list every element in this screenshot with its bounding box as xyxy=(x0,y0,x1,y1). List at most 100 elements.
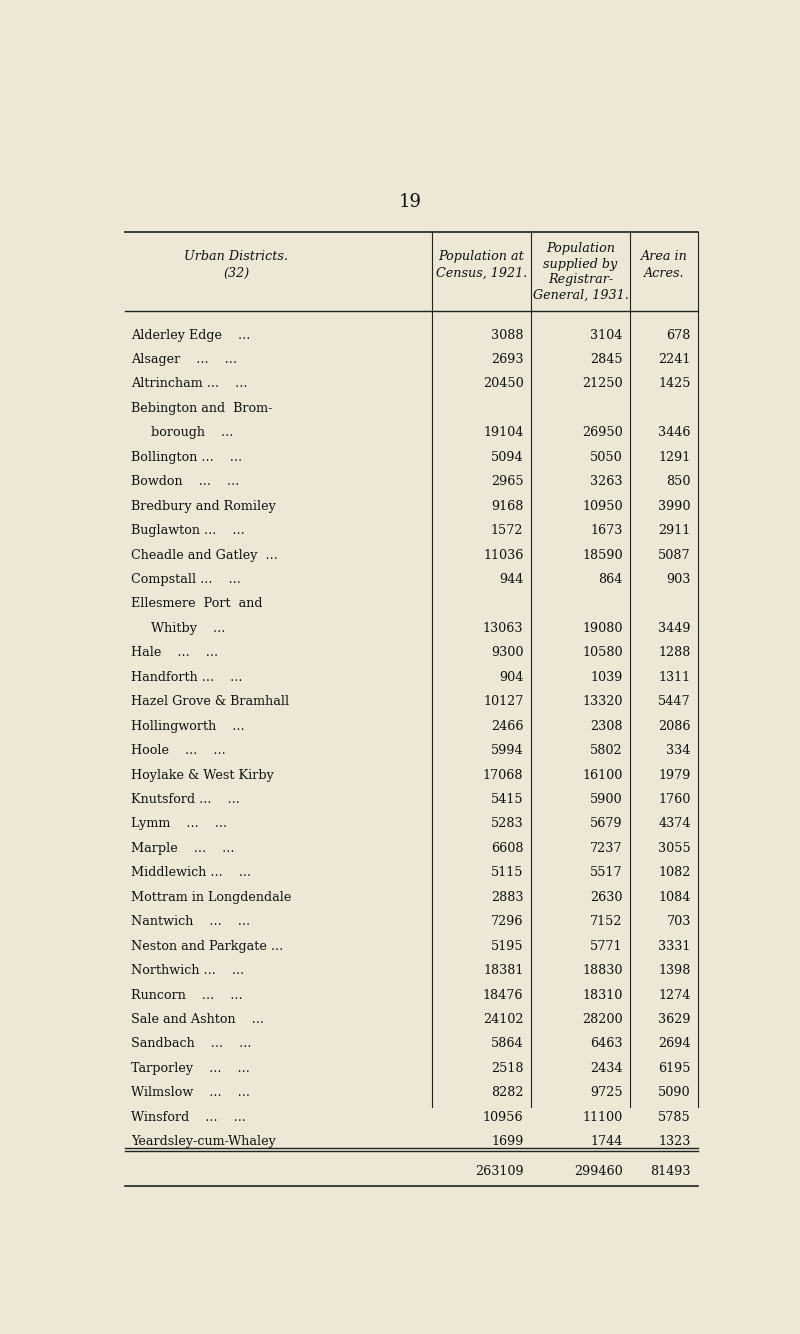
Text: 1425: 1425 xyxy=(658,378,691,391)
Text: Runcorn    ...    ...: Runcorn ... ... xyxy=(131,988,242,1002)
Text: 263109: 263109 xyxy=(475,1165,523,1178)
Text: 3331: 3331 xyxy=(658,939,691,952)
Text: 5679: 5679 xyxy=(590,818,622,831)
Text: 7152: 7152 xyxy=(590,915,622,928)
Text: Acres.: Acres. xyxy=(644,267,685,280)
Text: Hoole    ...    ...: Hoole ... ... xyxy=(131,744,226,758)
Text: 2086: 2086 xyxy=(658,719,691,732)
Text: 5283: 5283 xyxy=(491,818,523,831)
Text: 10956: 10956 xyxy=(483,1111,523,1123)
Text: 334: 334 xyxy=(666,744,691,758)
Text: Bowdon    ...    ...: Bowdon ... ... xyxy=(131,475,239,488)
Text: 1572: 1572 xyxy=(491,524,523,538)
Text: Hoylake & West Kirby: Hoylake & West Kirby xyxy=(131,768,274,782)
Text: 19080: 19080 xyxy=(582,622,622,635)
Text: 5094: 5094 xyxy=(491,451,523,464)
Text: Handforth ...    ...: Handforth ... ... xyxy=(131,671,242,684)
Text: 3629: 3629 xyxy=(658,1013,691,1026)
Text: 3088: 3088 xyxy=(491,328,523,342)
Text: 19: 19 xyxy=(398,193,422,211)
Text: 3055: 3055 xyxy=(658,842,691,855)
Text: 2241: 2241 xyxy=(658,354,691,366)
Text: 11100: 11100 xyxy=(582,1111,622,1123)
Text: 18830: 18830 xyxy=(582,964,622,978)
Text: 1673: 1673 xyxy=(590,524,622,538)
Text: 5517: 5517 xyxy=(590,866,622,879)
Text: Bebington and  Brom-: Bebington and Brom- xyxy=(131,402,272,415)
Text: 1979: 1979 xyxy=(658,768,691,782)
Text: 26950: 26950 xyxy=(582,427,622,439)
Text: 3104: 3104 xyxy=(590,328,622,342)
Text: 1291: 1291 xyxy=(658,451,691,464)
Text: Population at: Population at xyxy=(438,251,524,264)
Text: 1084: 1084 xyxy=(658,891,691,904)
Text: 13063: 13063 xyxy=(483,622,523,635)
Text: 944: 944 xyxy=(499,574,523,586)
Text: 5050: 5050 xyxy=(590,451,622,464)
Text: Hollingworth    ...: Hollingworth ... xyxy=(131,719,245,732)
Text: 903: 903 xyxy=(666,574,691,586)
Text: supplied by: supplied by xyxy=(543,257,618,271)
Text: 81493: 81493 xyxy=(650,1165,691,1178)
Text: (32): (32) xyxy=(223,267,250,280)
Text: 1288: 1288 xyxy=(658,647,691,659)
Text: Sale and Ashton    ...: Sale and Ashton ... xyxy=(131,1013,264,1026)
Text: Neston and Parkgate ...: Neston and Parkgate ... xyxy=(131,939,283,952)
Text: 1323: 1323 xyxy=(658,1135,691,1149)
Text: 11036: 11036 xyxy=(483,548,523,562)
Text: Urban Districts.: Urban Districts. xyxy=(185,251,288,264)
Text: 5771: 5771 xyxy=(590,939,622,952)
Text: 9168: 9168 xyxy=(491,500,523,512)
Text: 2965: 2965 xyxy=(491,475,523,488)
Text: Mottram in Longdendale: Mottram in Longdendale xyxy=(131,891,291,904)
Text: Population: Population xyxy=(546,243,615,255)
Text: 9725: 9725 xyxy=(590,1086,622,1099)
Text: Hazel Grove & Bramhall: Hazel Grove & Bramhall xyxy=(131,695,289,708)
Text: Bollington ...    ...: Bollington ... ... xyxy=(131,451,242,464)
Text: Tarporley    ...    ...: Tarporley ... ... xyxy=(131,1062,250,1075)
Text: 5785: 5785 xyxy=(658,1111,691,1123)
Text: Census, 1921.: Census, 1921. xyxy=(436,267,527,280)
Text: Alderley Edge    ...: Alderley Edge ... xyxy=(131,328,250,342)
Text: 5864: 5864 xyxy=(491,1038,523,1050)
Text: Winsford    ...    ...: Winsford ... ... xyxy=(131,1111,246,1123)
Text: 6195: 6195 xyxy=(658,1062,691,1075)
Text: 1398: 1398 xyxy=(658,964,691,978)
Text: 7296: 7296 xyxy=(491,915,523,928)
Text: 2845: 2845 xyxy=(590,354,622,366)
Text: Yeardsley-cum-Whaley: Yeardsley-cum-Whaley xyxy=(131,1135,276,1149)
Text: Area in: Area in xyxy=(641,251,688,264)
Text: 20450: 20450 xyxy=(482,378,523,391)
Text: Wilmslow    ...    ...: Wilmslow ... ... xyxy=(131,1086,250,1099)
Text: 1039: 1039 xyxy=(590,671,622,684)
Text: 1744: 1744 xyxy=(590,1135,622,1149)
Text: 28200: 28200 xyxy=(582,1013,622,1026)
Text: Marple    ...    ...: Marple ... ... xyxy=(131,842,234,855)
Text: 17068: 17068 xyxy=(483,768,523,782)
Text: 5087: 5087 xyxy=(658,548,691,562)
Text: 3446: 3446 xyxy=(658,427,691,439)
Text: 24102: 24102 xyxy=(483,1013,523,1026)
Text: 16100: 16100 xyxy=(582,768,622,782)
Text: Altrincham ...    ...: Altrincham ... ... xyxy=(131,378,247,391)
Text: 6463: 6463 xyxy=(590,1038,622,1050)
Text: 864: 864 xyxy=(598,574,622,586)
Text: 2630: 2630 xyxy=(590,891,622,904)
Text: 2693: 2693 xyxy=(491,354,523,366)
Text: 2308: 2308 xyxy=(590,719,622,732)
Text: 5195: 5195 xyxy=(491,939,523,952)
Text: Whitby    ...: Whitby ... xyxy=(131,622,226,635)
Text: 2518: 2518 xyxy=(491,1062,523,1075)
Text: Buglawton ...    ...: Buglawton ... ... xyxy=(131,524,245,538)
Text: 678: 678 xyxy=(666,328,691,342)
Text: borough    ...: borough ... xyxy=(131,427,234,439)
Text: 5447: 5447 xyxy=(658,695,691,708)
Text: 1274: 1274 xyxy=(658,988,691,1002)
Text: 3449: 3449 xyxy=(658,622,691,635)
Text: 2694: 2694 xyxy=(658,1038,691,1050)
Text: General, 1931.: General, 1931. xyxy=(533,288,628,301)
Text: 18381: 18381 xyxy=(483,964,523,978)
Text: 13320: 13320 xyxy=(582,695,622,708)
Text: Bredbury and Romiley: Bredbury and Romiley xyxy=(131,500,276,512)
Text: 2466: 2466 xyxy=(491,719,523,732)
